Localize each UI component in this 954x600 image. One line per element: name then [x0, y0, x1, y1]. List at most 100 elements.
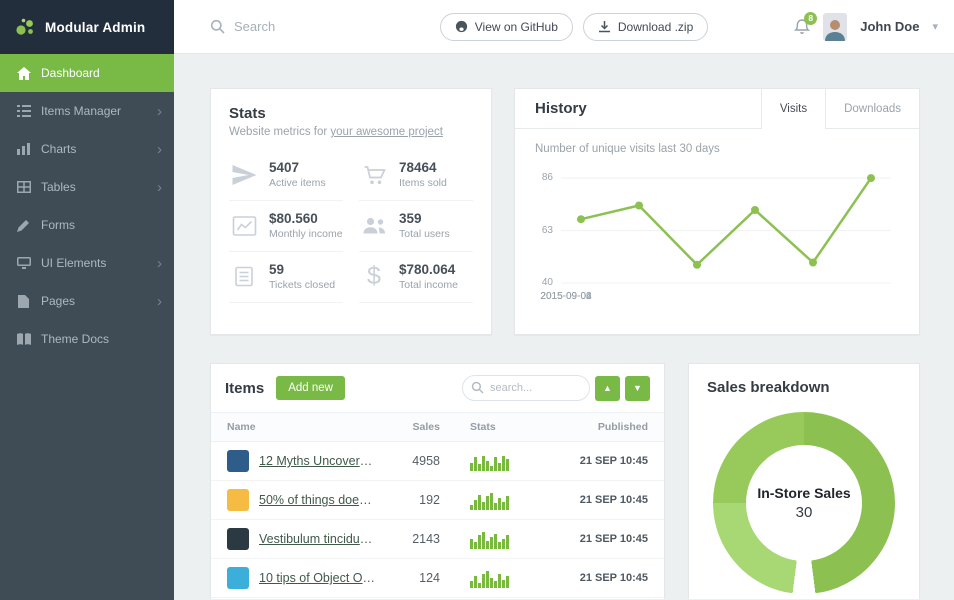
metric-total-income: $ $780.064 Total income [359, 252, 473, 303]
items-search[interactable] [462, 375, 590, 401]
items-card: Items Add new ▲ ▼ Name Sales Stats [210, 363, 665, 599]
item-thumbnail [227, 489, 249, 511]
x-axis-tick: 2015-09-02 [540, 291, 592, 302]
search-input[interactable] [234, 19, 384, 34]
sort-up-button[interactable]: ▲ [595, 375, 620, 401]
item-stats-chart [440, 568, 544, 588]
item-title-link[interactable]: Vestibulum tincidunt amet la… [259, 532, 376, 546]
download-zip-button[interactable]: Download .zip [582, 12, 709, 41]
donut-center-label: In-Store Sales [757, 485, 851, 501]
item-published: 21 SEP 10:45 [579, 455, 648, 467]
sidebar: Modular Admin Dashboard Items Manager › … [0, 0, 174, 600]
metric-active-items: 5407 Active items [229, 150, 343, 201]
search-icon [210, 19, 225, 34]
table-row[interactable]: 50% of things doesn't really … 192 21 SE… [211, 481, 664, 520]
history-title: History [535, 100, 587, 117]
item-stats-chart [440, 451, 544, 471]
table-icon [16, 181, 31, 193]
chevron-right-icon: › [157, 178, 162, 196]
github-icon [455, 20, 468, 33]
chart-line-icon [229, 215, 259, 236]
sidebar-item-forms[interactable]: Forms [0, 206, 174, 244]
tab-downloads[interactable]: Downloads [844, 103, 901, 115]
donut-center-value: 30 [795, 504, 813, 521]
tickets-icon [229, 266, 259, 287]
sidebar-item-items-manager[interactable]: Items Manager › [0, 92, 174, 130]
add-new-button[interactable]: Add new [276, 376, 345, 400]
stats-subtitle: Website metrics for your awesome project [229, 126, 443, 138]
metric-items-sold: 78464 Items sold [359, 150, 473, 201]
sales-breakdown-card: Sales breakdown In-Store Sales 30 [688, 363, 920, 599]
table-row[interactable]: 12 Myths Uncovered About I… 4958 21 SEP … [211, 442, 664, 481]
topbar: View on GitHub Download .zip 8 John Doe … [174, 0, 954, 54]
sidebar-item-dashboard[interactable]: Dashboard [0, 54, 174, 92]
brand-name: Modular Admin [45, 19, 146, 35]
item-title-link[interactable]: 10 tips of Object Oriented De… [259, 571, 376, 585]
search-icon [471, 381, 484, 394]
items-search-input[interactable] [462, 375, 590, 401]
project-link[interactable]: your awesome project [330, 126, 443, 138]
sidebar-item-label: Items Manager [41, 104, 122, 118]
item-published: 21 SEP 10:45 [579, 494, 648, 506]
item-title-link[interactable]: 12 Myths Uncovered About I… [259, 454, 376, 468]
user-avatar[interactable] [823, 12, 848, 41]
table-row[interactable]: Vestibulum tincidunt amet la… 2143 21 SE… [211, 520, 664, 559]
user-menu[interactable]: John Doe [860, 19, 920, 34]
history-header: History Visits Downloads [515, 89, 919, 129]
stats-card: Stats Website metrics for your awesome p… [210, 88, 492, 335]
main-area: View on GitHub Download .zip 8 John Doe … [174, 0, 954, 600]
history-card: History Visits Downloads Number of uniqu… [514, 88, 920, 335]
item-thumbnail [227, 567, 249, 589]
logo-dots-icon [14, 16, 36, 38]
sales-title: Sales breakdown [707, 379, 830, 396]
chevron-right-icon: › [157, 102, 162, 120]
item-sales: 192 [419, 493, 440, 507]
paper-plane-icon [229, 164, 259, 185]
x-axis-tick: 2015-09-06 [540, 291, 592, 302]
sidebar-item-label: Theme Docs [41, 332, 110, 346]
sidebar-item-theme-docs[interactable]: Theme Docs [0, 320, 174, 358]
chevron-right-icon: › [157, 254, 162, 272]
sidebar-item-label: UI Elements [41, 256, 107, 270]
user-area: 8 John Doe ▾ [708, 12, 938, 41]
sidebar-item-tables[interactable]: Tables › [0, 168, 174, 206]
sidebar-item-label: Pages [41, 294, 76, 308]
visits-line-chart: 86 63 40 2015-09-02 2015-09-04 2015-09-0… [531, 161, 909, 311]
donut-center: In-Store Sales 30 [746, 445, 862, 561]
global-search[interactable] [210, 19, 440, 34]
dollar-icon: $ [367, 262, 381, 290]
stats-title: Stats [229, 105, 266, 122]
bar-chart-icon [16, 143, 31, 155]
item-sales: 2143 [412, 532, 440, 546]
sidebar-item-ui-elements[interactable]: UI Elements › [0, 244, 174, 282]
metric-monthly-income: $80.560 Monthly income [229, 201, 343, 252]
item-thumbnail [227, 528, 249, 550]
item-thumbnail [227, 450, 249, 472]
stats-metrics: 5407 Active items 78464 Items sold $80.560… [229, 150, 473, 303]
tab-visits[interactable]: Visits [760, 89, 827, 129]
sidebar-item-label: Charts [41, 142, 77, 156]
item-stats-chart [440, 529, 544, 549]
item-title-link[interactable]: 50% of things doesn't really … [259, 493, 376, 507]
list-icon [16, 105, 31, 117]
notifications-bell[interactable]: 8 [794, 12, 818, 35]
view-on-github-button[interactable]: View on GitHub [439, 12, 573, 41]
brand-logo[interactable]: Modular Admin [0, 0, 174, 54]
item-published: 21 SEP 10:45 [579, 572, 648, 584]
sort-down-button[interactable]: ▼ [625, 375, 650, 401]
y-axis-tick: 40 [541, 277, 553, 288]
item-stats-chart [440, 490, 544, 510]
sidebar-item-pages[interactable]: Pages › [0, 282, 174, 320]
table-row[interactable]: 10 tips of Object Oriented De… 124 21 SE… [211, 559, 664, 598]
chart-subtitle: Number of unique visits last 30 days [535, 143, 720, 155]
chevron-right-icon: › [157, 140, 162, 158]
book-icon [16, 333, 31, 345]
sidebar-item-charts[interactable]: Charts › [0, 130, 174, 168]
topbar-buttons: View on GitHub Download .zip [439, 12, 709, 41]
chevron-down-icon[interactable]: ▾ [932, 21, 938, 33]
download-icon [598, 20, 611, 33]
item-sales: 4958 [412, 454, 440, 468]
cart-icon [359, 164, 389, 185]
y-axis-tick: 63 [541, 224, 553, 236]
